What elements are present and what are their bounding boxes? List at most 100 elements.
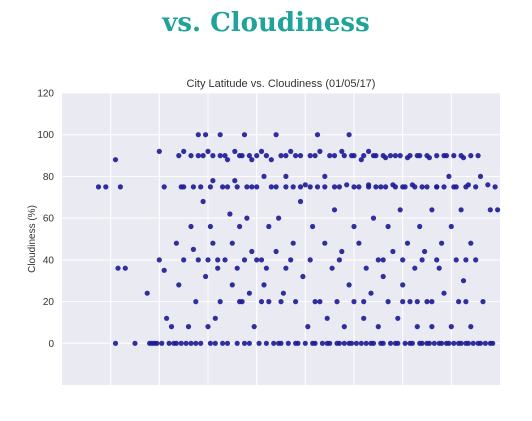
data-point (319, 340, 325, 346)
data-point (258, 299, 265, 305)
y-tick-label: 0 (48, 339, 54, 350)
data-point (390, 248, 396, 255)
data-point (336, 184, 342, 190)
page-heading: vs. Cloudiness (162, 8, 370, 38)
data-point (434, 184, 440, 190)
data-point (261, 282, 267, 288)
data-point (234, 184, 240, 190)
data-point (176, 282, 182, 288)
data-point (307, 184, 313, 190)
data-point (341, 153, 347, 159)
data-point (229, 282, 235, 288)
data-point (324, 315, 330, 321)
y-tick-label: 120 (37, 89, 54, 100)
data-point (115, 265, 121, 271)
data-point (385, 223, 391, 230)
data-point (426, 340, 432, 346)
data-point (404, 240, 411, 246)
data-point (327, 153, 333, 159)
data-point (237, 153, 243, 159)
data-point (159, 340, 165, 346)
data-point (198, 340, 204, 346)
data-point (290, 184, 296, 190)
data-point (314, 132, 321, 138)
data-point (244, 184, 250, 190)
data-point (166, 340, 172, 346)
data-point (168, 324, 175, 330)
data-point (407, 340, 413, 346)
data-point (312, 299, 318, 305)
data-point (300, 273, 306, 280)
data-point (448, 223, 454, 230)
data-point (336, 257, 342, 263)
data-point (263, 340, 269, 346)
data-point (246, 340, 252, 346)
data-point (144, 290, 150, 296)
data-point (254, 257, 260, 263)
data-point (273, 184, 279, 190)
data-point (297, 198, 304, 205)
data-point (468, 324, 474, 330)
data-point (339, 148, 345, 154)
data-point (417, 153, 423, 159)
data-point (181, 148, 187, 154)
data-point (266, 299, 272, 305)
data-point (477, 340, 484, 346)
data-point (414, 324, 420, 330)
data-point (460, 278, 467, 284)
data-point (251, 324, 257, 330)
data-point (181, 257, 187, 263)
data-point (380, 257, 386, 263)
data-point (334, 340, 340, 346)
data-point (351, 184, 357, 190)
data-point (436, 340, 442, 346)
data-point (283, 265, 289, 271)
data-point (195, 132, 201, 138)
data-point (380, 153, 386, 159)
data-point (395, 315, 401, 321)
data-point (317, 299, 323, 305)
data-point (288, 257, 294, 263)
data-point (412, 184, 418, 190)
data-point (288, 148, 294, 154)
data-point (361, 299, 367, 305)
data-point (190, 184, 196, 190)
data-point (193, 340, 199, 346)
data-point (331, 207, 338, 213)
data-point (215, 265, 221, 271)
data-point (400, 257, 406, 263)
data-point (451, 184, 457, 190)
data-point (122, 265, 128, 271)
data-point (361, 315, 367, 321)
data-point (205, 324, 211, 330)
data-point (353, 340, 359, 346)
data-point (278, 153, 284, 159)
data-point (215, 257, 221, 263)
data-point (266, 223, 272, 230)
data-point (132, 340, 138, 346)
data-point (256, 340, 262, 346)
data-point (212, 340, 218, 346)
y-tick-labels: 0 20 40 60 80 100 120 (37, 89, 54, 350)
data-point (310, 223, 316, 230)
data-point (183, 340, 189, 346)
data-point (317, 148, 323, 154)
data-point (188, 153, 194, 159)
data-point (351, 299, 357, 305)
data-point (173, 340, 179, 346)
data-point (283, 184, 289, 190)
data-point (200, 198, 206, 205)
data-point (358, 340, 364, 346)
data-point (434, 153, 440, 159)
data-point (312, 153, 318, 159)
data-point (419, 184, 425, 190)
data-point (280, 290, 286, 296)
data-point (173, 240, 179, 246)
data-point (246, 153, 252, 159)
data-point (495, 207, 501, 213)
data-point (224, 340, 231, 346)
data-point (224, 184, 231, 190)
data-point (188, 340, 194, 346)
data-point (276, 215, 282, 221)
data-point (217, 132, 223, 138)
